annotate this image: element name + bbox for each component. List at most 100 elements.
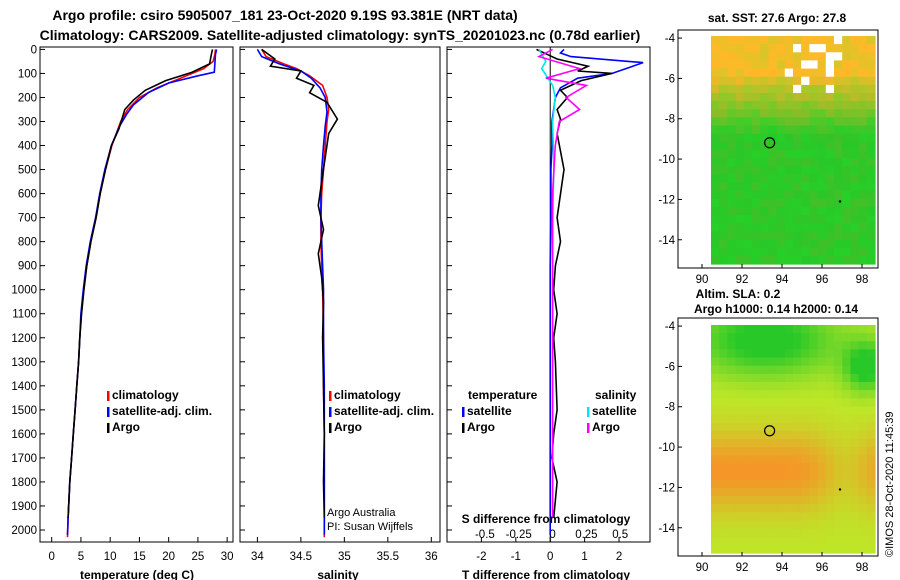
map-cell bbox=[801, 496, 810, 505]
map-cell bbox=[711, 182, 720, 192]
map-cell bbox=[850, 125, 860, 135]
map-cell bbox=[776, 207, 786, 216]
map-cell bbox=[834, 44, 843, 53]
sal-legend-satellite: satellite-adj. clim. bbox=[334, 404, 434, 418]
map-cell bbox=[866, 414, 876, 424]
map-cell bbox=[801, 247, 810, 257]
map-cell bbox=[866, 398, 876, 407]
map-cell bbox=[735, 231, 745, 241]
map-cell bbox=[842, 207, 851, 216]
map-cell bbox=[727, 68, 737, 78]
map-cell bbox=[719, 341, 728, 350]
map-cell bbox=[817, 504, 827, 513]
map-cell bbox=[760, 471, 769, 481]
legend-swatch bbox=[462, 423, 465, 433]
map-cell bbox=[825, 544, 835, 554]
map-cell bbox=[801, 390, 810, 399]
map-cell bbox=[858, 357, 868, 367]
map-cell bbox=[817, 520, 827, 530]
map-cell bbox=[793, 528, 802, 538]
map-cell bbox=[817, 190, 827, 200]
map-cell bbox=[711, 68, 720, 78]
map-cell bbox=[809, 93, 819, 102]
map-cell bbox=[784, 414, 794, 424]
island-marker bbox=[838, 200, 842, 203]
map-cell bbox=[834, 333, 843, 342]
map-cell bbox=[834, 398, 843, 407]
map-cell bbox=[801, 430, 810, 440]
diff-legend-temperature-header: temperature bbox=[468, 388, 538, 402]
map-cell bbox=[752, 333, 761, 342]
map-cell bbox=[866, 101, 876, 110]
map-cell bbox=[784, 150, 794, 159]
map-cell bbox=[866, 520, 876, 530]
map-cell bbox=[735, 325, 745, 334]
diff-legend-salinity-header: salinity bbox=[595, 388, 637, 402]
map-cell bbox=[801, 231, 810, 241]
map-cell bbox=[776, 133, 786, 143]
y-tick-label: 1400 bbox=[11, 381, 37, 393]
x-tick-label: 1 bbox=[581, 551, 587, 563]
map-cell bbox=[735, 496, 745, 505]
map-cell bbox=[760, 536, 769, 546]
map-cell bbox=[735, 255, 745, 265]
map-cell bbox=[825, 325, 835, 334]
map-x-tick-label: 92 bbox=[736, 562, 749, 574]
map-cell bbox=[735, 166, 745, 175]
map-cell bbox=[711, 93, 720, 102]
legend-swatch bbox=[107, 423, 110, 433]
map-cell bbox=[768, 406, 778, 416]
map-cell bbox=[711, 101, 720, 110]
map-cell bbox=[735, 333, 745, 342]
map-cell bbox=[743, 255, 753, 265]
map-cell bbox=[743, 479, 753, 489]
map-cell bbox=[850, 231, 860, 241]
map-cell bbox=[858, 231, 868, 241]
map-cell bbox=[801, 406, 810, 416]
map-cell bbox=[858, 150, 868, 159]
map-cell bbox=[825, 207, 835, 216]
map-cell bbox=[809, 520, 819, 530]
map-cell bbox=[768, 239, 778, 249]
map-cell bbox=[866, 365, 876, 375]
map-cell bbox=[760, 109, 769, 118]
map-cell bbox=[834, 101, 843, 110]
map-cell bbox=[834, 414, 843, 424]
map-cell bbox=[760, 182, 769, 192]
map-cell bbox=[850, 84, 860, 94]
map-cell bbox=[834, 166, 843, 175]
map-cell bbox=[784, 422, 794, 432]
map-cell bbox=[719, 528, 728, 538]
map-cell bbox=[719, 198, 728, 208]
map-cell bbox=[809, 544, 819, 554]
map-cell bbox=[735, 471, 745, 481]
map-cell bbox=[850, 463, 860, 473]
map-cell bbox=[866, 512, 876, 521]
map-y-tick-label: -10 bbox=[658, 154, 675, 166]
diff-legend-s-argo: Argo bbox=[592, 420, 620, 434]
map-cell bbox=[834, 117, 843, 127]
map-cell bbox=[809, 414, 819, 424]
map-cell bbox=[711, 333, 720, 342]
map-cell bbox=[768, 349, 778, 359]
map-cell bbox=[752, 174, 761, 184]
map-cell bbox=[768, 52, 778, 61]
map-cell bbox=[760, 223, 769, 232]
map-cell bbox=[735, 455, 745, 464]
map-cell bbox=[817, 487, 827, 497]
map-cell bbox=[784, 455, 794, 464]
map-cell bbox=[711, 471, 720, 481]
map-cell bbox=[752, 166, 761, 175]
map-cell bbox=[809, 36, 819, 45]
map-cell bbox=[834, 255, 843, 265]
map-cell bbox=[809, 68, 819, 78]
map-cell bbox=[842, 406, 851, 416]
map-cell bbox=[834, 133, 843, 143]
series-line-salinity-argo bbox=[536, 48, 589, 518]
map-cell bbox=[711, 463, 720, 473]
map-cell bbox=[743, 382, 753, 391]
map-cell bbox=[719, 190, 728, 200]
map-cell bbox=[784, 365, 794, 375]
map-cell bbox=[809, 52, 819, 61]
map-cell bbox=[793, 333, 802, 342]
